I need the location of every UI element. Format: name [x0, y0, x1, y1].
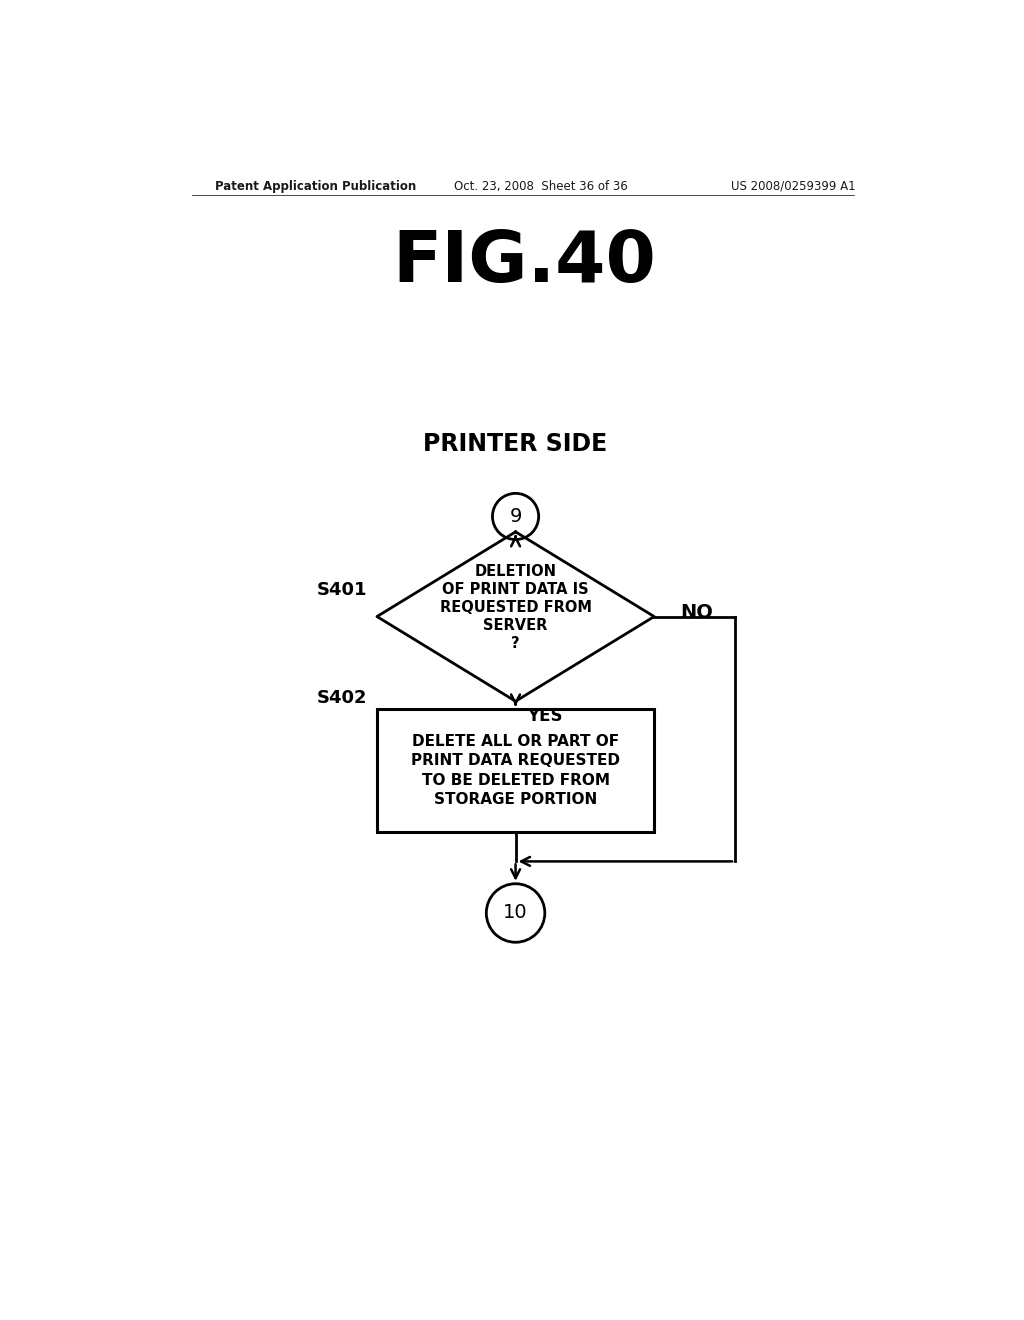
Text: YES: YES: [527, 708, 562, 726]
Text: Oct. 23, 2008  Sheet 36 of 36: Oct. 23, 2008 Sheet 36 of 36: [454, 180, 628, 193]
Text: 9: 9: [509, 507, 522, 525]
Text: PRINTER SIDE: PRINTER SIDE: [424, 432, 607, 455]
Text: US 2008/0259399 A1: US 2008/0259399 A1: [731, 180, 856, 193]
Text: 10: 10: [503, 903, 528, 923]
Text: FIG.40: FIG.40: [393, 227, 656, 297]
Text: DELETE ALL OR PART OF
PRINT DATA REQUESTED
TO BE DELETED FROM
STORAGE PORTION: DELETE ALL OR PART OF PRINT DATA REQUEST…: [411, 734, 621, 807]
Text: S401: S401: [317, 581, 368, 598]
Text: S402: S402: [317, 689, 368, 708]
Text: Patent Application Publication: Patent Application Publication: [215, 180, 417, 193]
Text: DELETION
OF PRINT DATA IS
REQUESTED FROM
SERVER
?: DELETION OF PRINT DATA IS REQUESTED FROM…: [439, 564, 592, 651]
FancyBboxPatch shape: [377, 709, 654, 832]
Text: NO: NO: [680, 603, 713, 622]
